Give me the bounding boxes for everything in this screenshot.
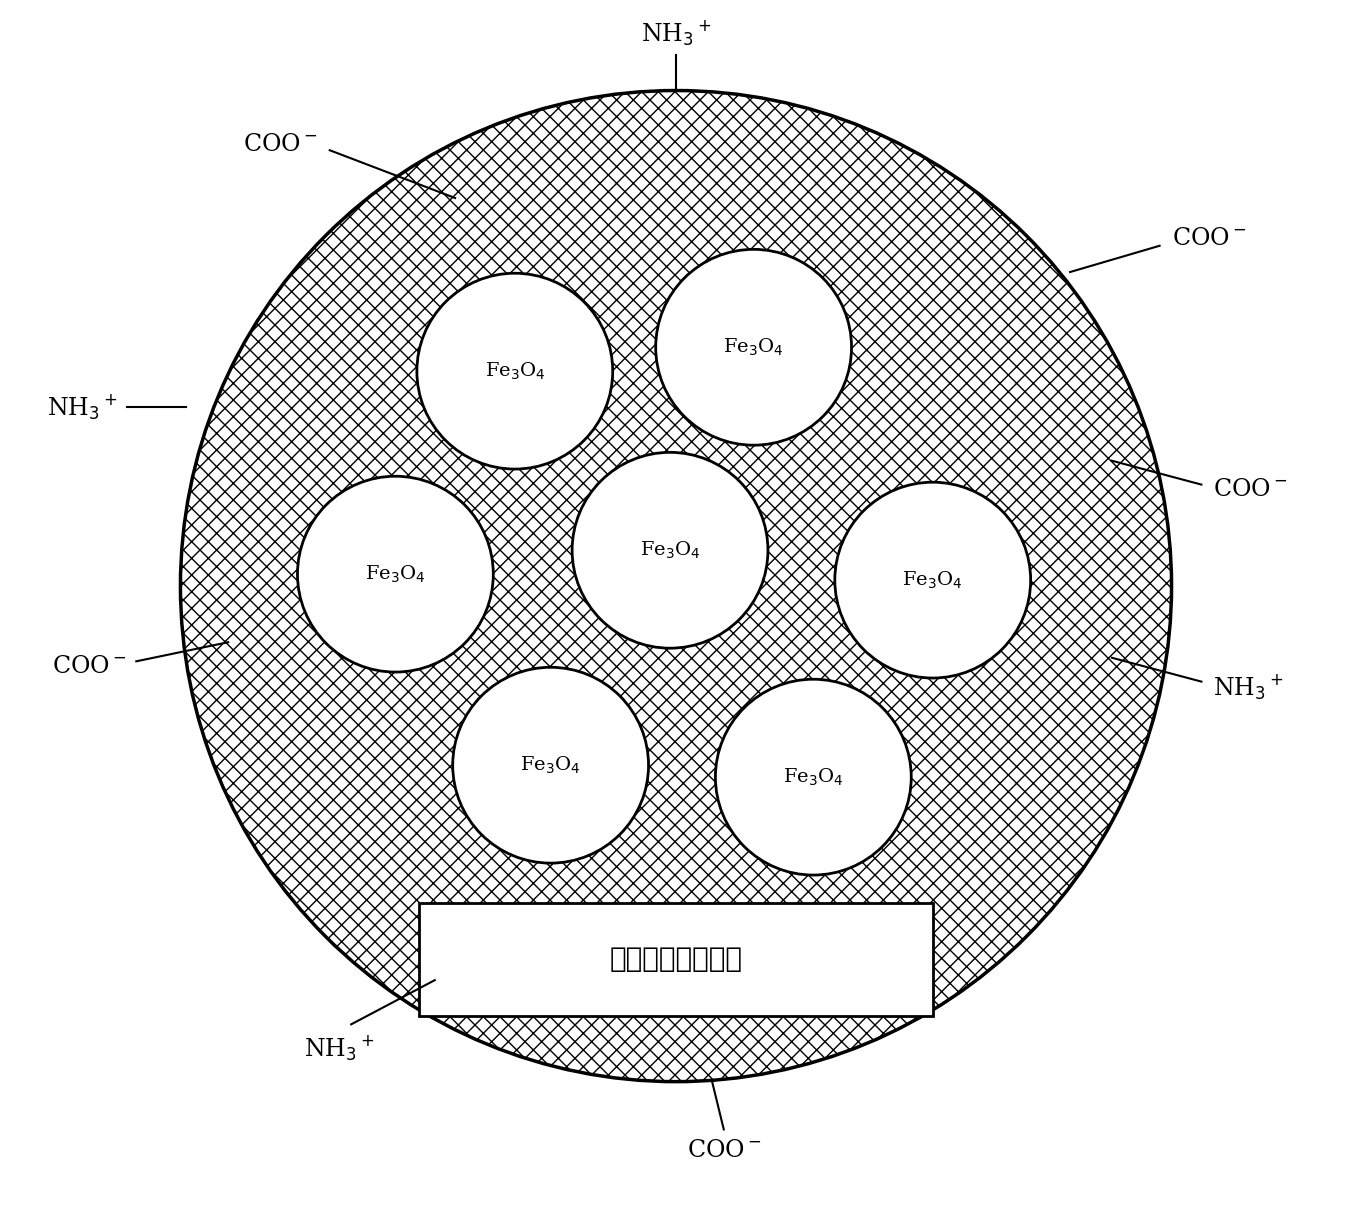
Text: COO$^-$: COO$^-$ bbox=[243, 133, 318, 156]
Circle shape bbox=[453, 667, 649, 864]
Text: NH$_3$$^+$: NH$_3$$^+$ bbox=[304, 1034, 375, 1063]
Text: COO$^-$: COO$^-$ bbox=[1213, 478, 1287, 501]
Text: Fe$_3$O$_4$: Fe$_3$O$_4$ bbox=[903, 569, 963, 591]
Text: Fe$_3$O$_4$: Fe$_3$O$_4$ bbox=[484, 360, 545, 382]
Text: NH$_3$$^+$: NH$_3$$^+$ bbox=[47, 393, 118, 422]
Text: Fe$_3$O$_4$: Fe$_3$O$_4$ bbox=[783, 767, 844, 788]
Circle shape bbox=[416, 273, 612, 469]
Text: Fe$_3$O$_4$: Fe$_3$O$_4$ bbox=[365, 563, 426, 585]
Circle shape bbox=[834, 482, 1030, 678]
Text: 二氧化硅网状分子: 二氧化硅网状分子 bbox=[610, 945, 742, 974]
Text: Fe$_3$O$_4$: Fe$_3$O$_4$ bbox=[639, 540, 700, 561]
Text: NH$_3$$^+$: NH$_3$$^+$ bbox=[641, 18, 711, 47]
Circle shape bbox=[572, 452, 768, 649]
Circle shape bbox=[656, 249, 852, 446]
Text: COO$^-$: COO$^-$ bbox=[1172, 227, 1247, 250]
Circle shape bbox=[715, 679, 911, 875]
FancyBboxPatch shape bbox=[419, 902, 933, 1016]
Text: Fe$_3$O$_4$: Fe$_3$O$_4$ bbox=[723, 337, 784, 358]
Text: COO$^-$: COO$^-$ bbox=[687, 1139, 761, 1162]
Text: NH$_3$$^+$: NH$_3$$^+$ bbox=[1213, 673, 1283, 702]
Circle shape bbox=[297, 476, 493, 672]
Text: COO$^-$: COO$^-$ bbox=[53, 655, 127, 678]
Text: Fe$_3$O$_4$: Fe$_3$O$_4$ bbox=[521, 755, 581, 776]
Circle shape bbox=[180, 91, 1172, 1081]
